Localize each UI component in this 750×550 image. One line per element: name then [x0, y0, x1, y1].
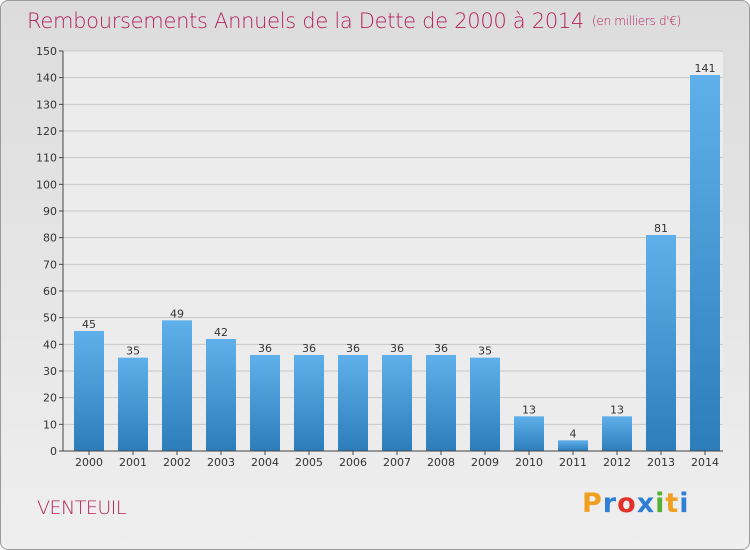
- x-tick-label: 2009: [471, 456, 499, 469]
- bar: [206, 339, 236, 451]
- logo-letter: o: [617, 488, 637, 519]
- bar: [690, 75, 720, 451]
- x-tick-label: 2008: [427, 456, 455, 469]
- bar-value-label: 36: [390, 342, 404, 355]
- x-tick-label: 2004: [251, 456, 279, 469]
- x-tick-label: 2005: [295, 456, 323, 469]
- proxiti-logo[interactable]: Proxiti: [582, 488, 690, 519]
- bar-value-label: 36: [258, 342, 272, 355]
- bar-value-label: 49: [170, 307, 184, 320]
- y-tick-label: 130: [36, 98, 57, 111]
- bar: [558, 440, 588, 451]
- y-tick-label: 40: [43, 338, 57, 351]
- x-tick-label: 2001: [119, 456, 147, 469]
- x-tick-label: 2007: [383, 456, 411, 469]
- y-axis: 0 10 20 30 40 50 60 70 80 90 100 110 120 130 140 150: [36, 45, 64, 458]
- x-tick-label: 2002: [163, 456, 191, 469]
- bar-value-label: 36: [346, 342, 360, 355]
- bar: [74, 331, 104, 451]
- bar-value-label: 36: [434, 342, 448, 355]
- bar: [250, 355, 280, 451]
- bar: [426, 355, 456, 451]
- logo-letter: i: [655, 488, 666, 519]
- x-tick-label: 2013: [647, 456, 675, 469]
- y-tick-label: 110: [36, 152, 57, 165]
- y-tick-label: 50: [43, 312, 57, 325]
- x-tick-label: 2012: [603, 456, 631, 469]
- bar: [382, 355, 412, 451]
- chart-title-text: Remboursements Annuels de la Dette de 20…: [27, 9, 584, 33]
- bar: [470, 357, 500, 451]
- x-tick-label: 2006: [339, 456, 367, 469]
- bar-value-label: 35: [126, 345, 140, 358]
- bars: 45 35 49 42 36 36 36 36 36 35 13 4 13 81 141: [74, 62, 720, 451]
- x-tick-label: 2010: [515, 456, 543, 469]
- logo-letter: i: [679, 488, 690, 519]
- y-tick-label: 70: [43, 258, 57, 271]
- bar-value-label: 36: [302, 342, 316, 355]
- unit-note: (en milliers d'€): [592, 14, 682, 28]
- logo-letter: x: [636, 488, 656, 519]
- x-tick-label: 2003: [207, 456, 235, 469]
- bar-value-label: 4: [570, 427, 577, 440]
- bar-value-label: 13: [522, 403, 536, 416]
- y-tick-label: 140: [36, 72, 57, 85]
- bar-value-label: 13: [610, 403, 624, 416]
- bar-value-label: 141: [695, 62, 716, 75]
- y-tick-label: 100: [36, 178, 57, 191]
- bar-value-label: 45: [82, 318, 96, 331]
- bar: [338, 355, 368, 451]
- logo-letter: P: [582, 488, 603, 519]
- x-tick-label: 2014: [691, 456, 719, 469]
- y-tick-label: 90: [43, 205, 57, 218]
- bar-value-label: 81: [654, 222, 668, 235]
- y-tick-label: 150: [36, 45, 57, 58]
- x-tick-label: 2011: [559, 456, 587, 469]
- y-tick-label: 20: [43, 392, 57, 405]
- commune-name: VENTEUIL: [37, 497, 126, 519]
- y-tick-label: 60: [43, 285, 57, 298]
- y-tick-label: 80: [43, 232, 57, 245]
- y-tick-label: 10: [43, 418, 57, 431]
- bar: [602, 416, 632, 451]
- x-tick-label: 2000: [75, 456, 103, 469]
- bar: [162, 320, 192, 451]
- y-tick-label: 0: [50, 445, 57, 458]
- logo-letter: t: [665, 488, 680, 519]
- bar: [118, 357, 148, 451]
- logo-letter: r: [602, 488, 618, 519]
- x-axis: 2000 2001 2002 2003 2004 2005 2006 2007 2008 2009…: [63, 450, 723, 469]
- bar-value-label: 42: [214, 326, 228, 339]
- bar: [294, 355, 324, 451]
- bar: [646, 235, 676, 451]
- y-tick-label: 30: [43, 365, 57, 378]
- bar-value-label: 35: [478, 345, 492, 358]
- chart-title: Remboursements Annuels de la Dette de 20…: [27, 9, 681, 33]
- bar: [514, 416, 544, 451]
- y-tick-label: 120: [36, 125, 57, 138]
